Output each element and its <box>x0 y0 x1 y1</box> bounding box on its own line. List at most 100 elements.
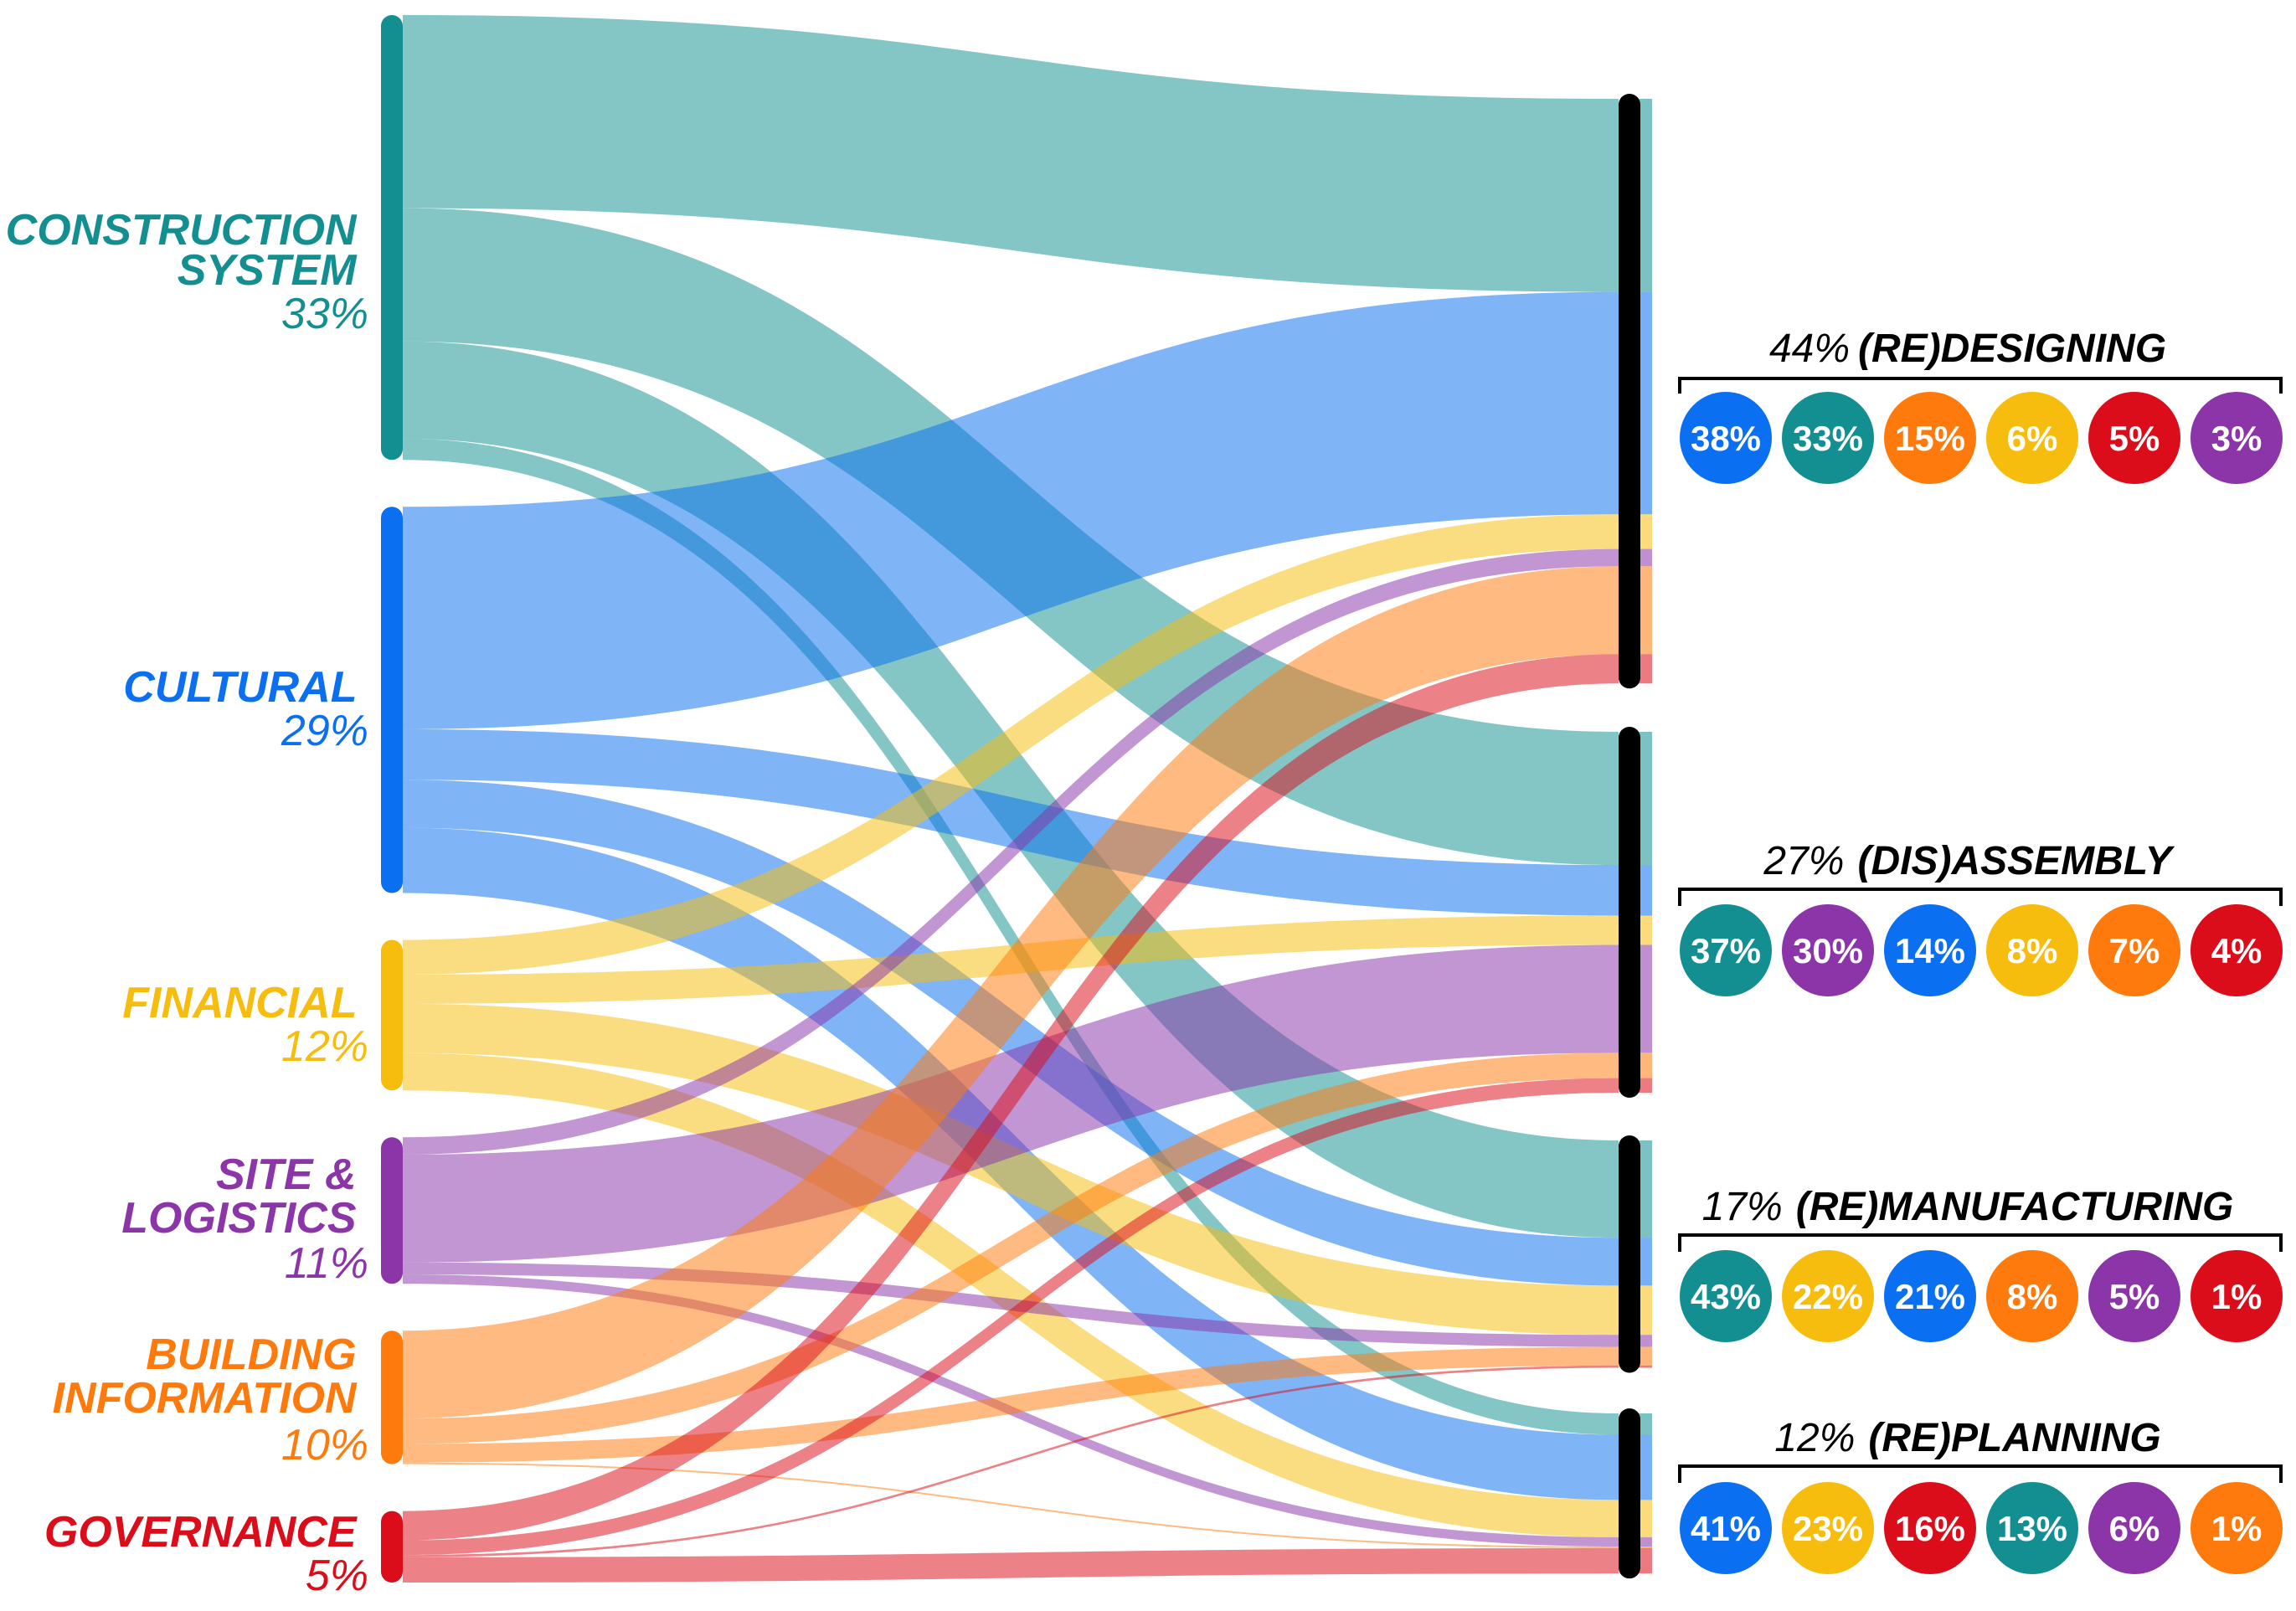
source-node-building <box>381 1330 403 1464</box>
breakdown-circle <box>1680 1250 1772 1342</box>
breakdown-replanning-building: 1% <box>2190 1482 2283 1574</box>
breakdown-circle <box>1680 1482 1772 1574</box>
breakdown-replanning-financial: 23% <box>1782 1482 1874 1574</box>
link-stub-governance-to-replanning <box>1637 1547 1652 1574</box>
breakdown-disassembly-governance: 4% <box>2190 904 2283 996</box>
source-node-site <box>381 1137 403 1284</box>
breakdown-circle <box>1680 392 1772 484</box>
breakdown-pct: 37% <box>1691 931 1761 970</box>
breakdown-replanning-governance: 16% <box>1884 1482 1976 1574</box>
breakdown-pct: 6% <box>2109 1509 2160 1548</box>
breakdown-redesigning-construction: 33% <box>1782 392 1874 484</box>
source-node-construction <box>381 15 403 461</box>
breakdown-pct: 41% <box>1691 1509 1761 1548</box>
breakdown-redesigning-governance: 5% <box>2088 392 2180 484</box>
breakdown-circle <box>1986 392 2078 484</box>
link-stub-construction-to-disassembly <box>1637 732 1652 866</box>
breakdown-pct: 8% <box>2007 1277 2058 1316</box>
breakdown-replanning-construction: 13% <box>1986 1482 2078 1574</box>
source-label-building-information: BUILDING INFORMATION 10% <box>53 1330 368 1469</box>
link-stub-construction-to-redesigning <box>1637 99 1652 292</box>
link-stub-site-to-remanufacturing <box>1637 1335 1652 1347</box>
breakdown-circle <box>1884 1482 1976 1574</box>
bracket-replanning <box>1678 1464 2283 1483</box>
breakdown-circle <box>2190 392 2283 484</box>
breakdown-replanning-site: 6% <box>2088 1482 2180 1574</box>
target-brackets <box>1678 377 2283 1483</box>
link-stub-financial-to-remanufacturing <box>1637 1285 1652 1336</box>
link-site-to-remanufacturing <box>403 1262 1619 1347</box>
breakdown-pct: 33% <box>1793 419 1863 458</box>
breakdown-circle <box>2190 904 2283 996</box>
link-stub-governance-to-remanufacturing <box>1637 1365 1652 1368</box>
link-construction-to-redesigning <box>403 15 1619 292</box>
breakdown-circle <box>1884 904 1976 996</box>
link-construction-to-remanufacturing <box>403 341 1619 1238</box>
target-label-redesigning: 44% (RE)DESIGNING <box>1769 327 2166 371</box>
breakdown-pct: 4% <box>2211 931 2263 970</box>
source-label-financial: FINANCIAL 12% <box>122 979 368 1071</box>
breakdown-circle <box>2190 1482 2283 1574</box>
breakdown-pct: 22% <box>1793 1277 1863 1316</box>
link-stub-financial-to-replanning <box>1637 1500 1652 1537</box>
bracket-disassembly <box>1678 888 2283 906</box>
link-cultural-to-redesigning <box>403 291 1619 729</box>
link-site-to-redesigning <box>403 548 1619 1155</box>
breakdown-circle <box>1986 1482 2078 1574</box>
breakdown-circle <box>2088 1482 2180 1574</box>
breakdown-circle <box>1782 392 1874 484</box>
link-financial-to-replanning <box>403 1053 1619 1537</box>
link-stub-building-to-replanning <box>1637 1547 1652 1549</box>
breakdown-circle <box>2088 1250 2180 1342</box>
link-stub-cultural-to-disassembly <box>1637 865 1652 916</box>
breakdown-circles: 38% 33% 15% 6% 5% 3% 37% 30% 14% 8% 7% 4% 43% 22% 21% 8… <box>1680 392 2283 1574</box>
link-stub-building-to-disassembly <box>1637 1053 1652 1078</box>
breakdown-redesigning-site: 3% <box>2190 392 2283 484</box>
source-node-cultural <box>381 507 403 893</box>
breakdown-circle <box>2088 904 2180 996</box>
breakdown-pct: 7% <box>2109 931 2160 970</box>
link-governance-to-replanning <box>403 1547 1619 1583</box>
breakdown-circle <box>1986 1250 2078 1342</box>
breakdown-redesigning-financial: 6% <box>1986 392 2078 484</box>
breakdown-remanufacturing-cultural: 21% <box>1884 1250 1976 1342</box>
breakdown-replanning-cultural: 41% <box>1680 1482 1772 1574</box>
target-node-remanufacturing <box>1619 1135 1640 1373</box>
source-node-governance <box>381 1511 403 1583</box>
breakdown-circle <box>1782 904 1874 996</box>
source-label-site-logistics: SITE & LOGISTICS 11% <box>121 1150 368 1288</box>
breakdown-pct: 30% <box>1793 931 1863 970</box>
breakdown-disassembly-cultural: 14% <box>1884 904 1976 996</box>
link-stub-construction-to-replanning <box>1637 1413 1652 1435</box>
breakdown-remanufacturing-financial: 22% <box>1782 1250 1874 1342</box>
breakdown-pct: 1% <box>2211 1509 2263 1548</box>
breakdown-pct: 1% <box>2211 1277 2263 1316</box>
breakdown-pct: 15% <box>1895 419 1965 458</box>
target-label-disassembly: 27% (DIS)ASSEMBLY <box>1763 839 2175 883</box>
bracket-redesigning <box>1678 377 2283 394</box>
breakdown-disassembly-financial: 8% <box>1986 904 2078 996</box>
breakdown-circle <box>1680 904 1772 996</box>
breakdown-circle <box>2190 1250 2283 1342</box>
breakdown-pct: 6% <box>2007 419 2058 458</box>
breakdown-pct: 8% <box>2007 931 2058 970</box>
link-stub-cultural-to-remanufacturing <box>1637 1238 1652 1286</box>
breakdown-pct: 5% <box>2109 419 2160 458</box>
breakdown-remanufacturing-construction: 43% <box>1680 1250 1772 1342</box>
link-stub-cultural-to-redesigning <box>1637 291 1652 515</box>
link-financial-to-remanufacturing <box>403 1003 1619 1336</box>
sankey-links <box>403 15 1652 1583</box>
link-governance-to-disassembly <box>403 1078 1619 1556</box>
link-stub-building-to-redesigning <box>1637 566 1652 655</box>
source-label-construction-system: CONSTRUCTION SYSTEM 33% <box>6 206 368 338</box>
breakdown-redesigning-building: 15% <box>1884 392 1976 484</box>
breakdown-pct: 23% <box>1793 1509 1863 1548</box>
link-stub-cultural-to-replanning <box>1637 1434 1652 1500</box>
breakdown-pct: 38% <box>1691 419 1761 458</box>
bracket-remanufacturing <box>1678 1233 2283 1252</box>
link-stub-governance-to-disassembly <box>1637 1078 1652 1094</box>
link-building-to-replanning <box>403 1462 1619 1549</box>
target-node-redesigning <box>1619 94 1640 689</box>
breakdown-pct: 14% <box>1895 931 1965 970</box>
breakdown-disassembly-building: 7% <box>2088 904 2180 996</box>
